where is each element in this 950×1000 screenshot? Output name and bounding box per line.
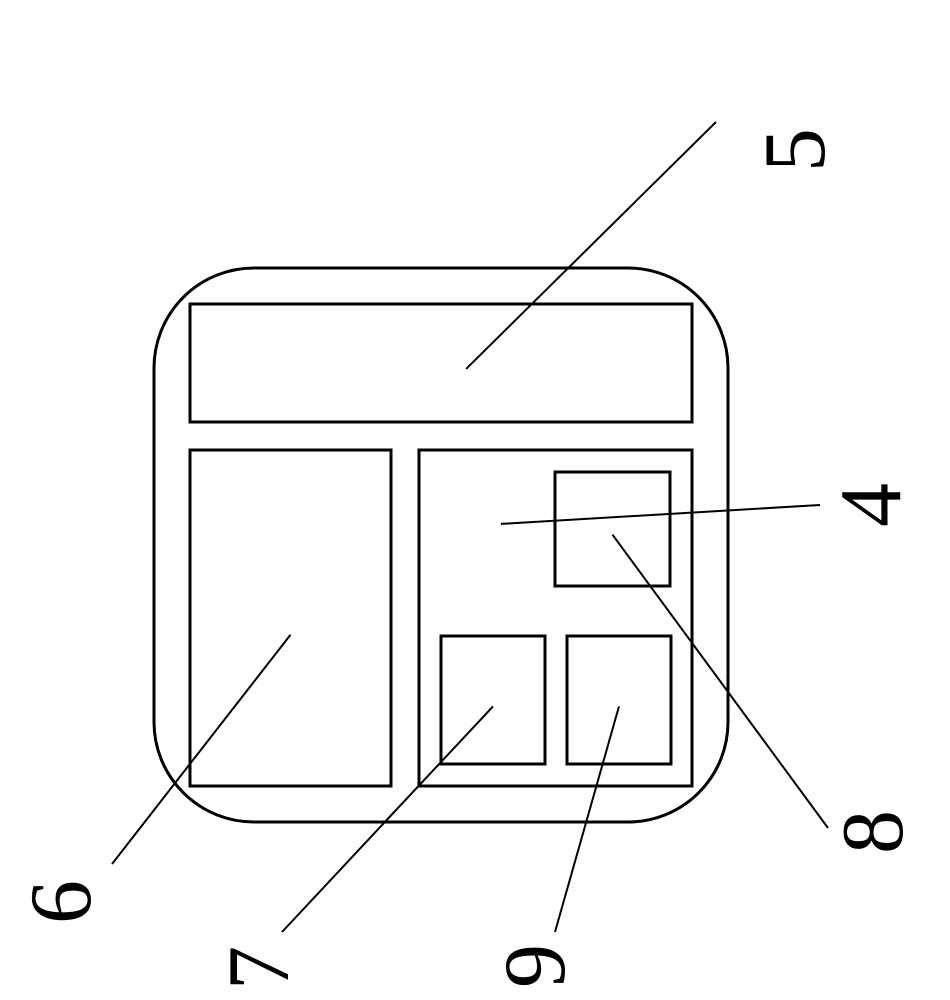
box-9 xyxy=(567,636,671,764)
label-9: 9 xyxy=(487,944,584,988)
label-4: 4 xyxy=(823,483,920,527)
label-7: 7 xyxy=(211,946,308,990)
box-5 xyxy=(190,304,692,422)
box-8 xyxy=(555,472,670,586)
label-5: 5 xyxy=(747,128,844,172)
box-6 xyxy=(190,450,391,786)
label-8: 8 xyxy=(825,810,922,854)
label-6: 6 xyxy=(13,880,110,924)
